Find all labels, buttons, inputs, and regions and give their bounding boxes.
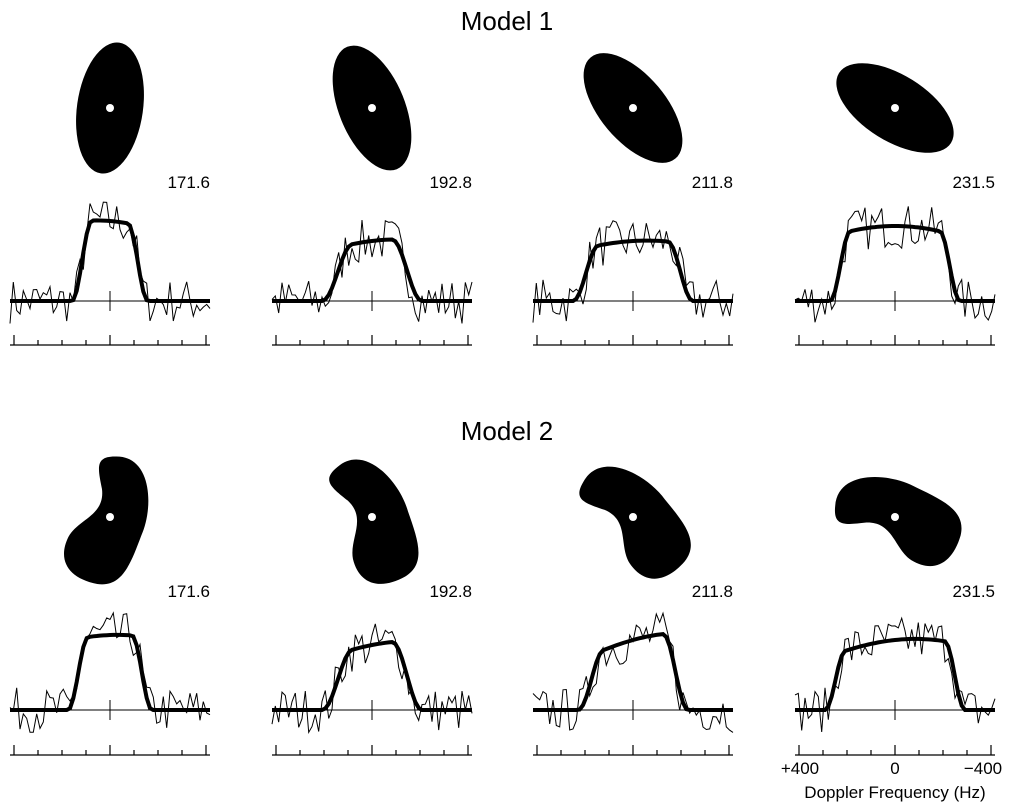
axis-tick-label: 0: [890, 759, 899, 778]
panel-label: 171.6: [167, 582, 210, 601]
section-title: Model 1: [461, 6, 554, 36]
section-title: Model 2: [461, 416, 554, 446]
panel-label: 192.8: [429, 582, 472, 601]
center-dot: [368, 104, 376, 112]
model-spectrum: [795, 226, 995, 301]
axis-tick-label: −400: [964, 759, 1002, 778]
panel-label: 211.8: [692, 173, 733, 192]
panel-label: 231.5: [952, 582, 995, 601]
center-dot: [629, 513, 637, 521]
panel-label: 231.5: [952, 173, 995, 192]
model-spectrum: [10, 220, 210, 301]
panel-label: 192.8: [429, 173, 472, 192]
center-dot: [106, 104, 114, 112]
model-spectrum: [795, 639, 995, 710]
model-spectrum: [10, 635, 210, 710]
panel-label: 211.8: [692, 582, 733, 601]
panel-label: 171.6: [167, 173, 210, 192]
center-dot: [891, 513, 899, 521]
center-dot: [368, 513, 376, 521]
center-dot: [891, 104, 899, 112]
axis-label: Doppler Frequency (Hz): [804, 783, 985, 802]
center-dot: [106, 513, 114, 521]
figure: Model 1 Model 2 +400 0 −400 Doppler Freq…: [0, 0, 1012, 805]
axis-tick-label: +400: [781, 759, 819, 778]
model-spectrum: [272, 642, 472, 710]
model-spectrum: [533, 634, 733, 710]
center-dot: [629, 104, 637, 112]
